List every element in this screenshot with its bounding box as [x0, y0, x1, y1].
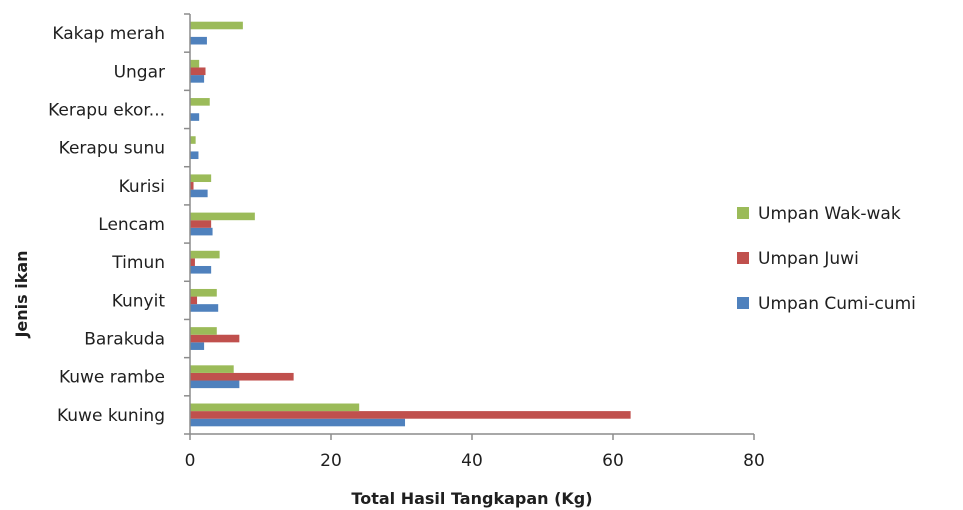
category-label: Lencam	[98, 215, 165, 235]
bar	[190, 327, 217, 335]
category-label: Timun	[111, 253, 165, 273]
bar	[190, 98, 210, 106]
bar	[190, 75, 205, 83]
category-label: Kurisi	[119, 177, 165, 197]
x-axis: 0 20 40 60 80	[185, 433, 765, 471]
category-label: Kunyit	[112, 291, 166, 311]
bar	[190, 174, 212, 183]
legend-swatch	[737, 297, 749, 309]
bar	[190, 334, 240, 343]
x-tick-label: 20	[320, 451, 342, 471]
category-label: Barakuda	[84, 330, 165, 350]
bar	[190, 258, 195, 266]
bar	[190, 113, 200, 121]
bar	[190, 296, 198, 305]
bar	[190, 342, 205, 350]
bar	[190, 411, 631, 419]
bar	[190, 250, 220, 259]
category-label: Kerapu sunu	[59, 139, 165, 159]
bar	[190, 372, 294, 381]
legend-swatch	[737, 252, 749, 264]
x-axis-title: Total Hasil Tangkapan (Kg)	[351, 489, 592, 508]
category-labels: Kuwe kuning Kuwe rambe Barakuda Kunyit Timun…	[48, 24, 165, 426]
bar	[190, 288, 217, 297]
legend-label: Umpan Juwi	[758, 249, 859, 269]
bars-group	[190, 21, 631, 427]
bar	[190, 403, 360, 412]
legend-swatch	[737, 207, 749, 219]
x-tick-label: 60	[602, 451, 624, 471]
bar	[190, 182, 194, 190]
bar	[190, 365, 234, 373]
legend-label: Umpan Cumi-cumi	[758, 294, 916, 314]
category-label: Kuwe rambe	[59, 368, 165, 388]
bar	[190, 67, 206, 76]
bar	[190, 418, 406, 427]
category-label: Kuwe kuning	[57, 406, 165, 426]
bar	[190, 21, 243, 30]
category-label: Kerapu ekor...	[48, 100, 165, 120]
legend-label: Umpan Wak-wak	[758, 204, 901, 224]
bar	[190, 220, 212, 228]
category-label: Ungar	[114, 62, 165, 82]
y-axis-title: Jenis ikan	[12, 250, 31, 338]
bar	[190, 151, 199, 160]
bar	[190, 59, 200, 68]
bar	[190, 380, 240, 389]
legend: Umpan Wak-wak Umpan Juwi Umpan Cumi-cumi	[737, 204, 916, 314]
bar	[190, 36, 207, 45]
bar	[190, 189, 208, 198]
x-tick-label: 40	[461, 451, 483, 471]
y-axis-ticks	[184, 13, 190, 435]
bar	[190, 227, 213, 236]
bar	[190, 212, 255, 221]
bar	[190, 136, 196, 144]
category-label: Kakap merah	[52, 24, 165, 44]
x-tick-label: 80	[743, 451, 765, 471]
x-tick-label: 0	[185, 451, 196, 471]
bar	[190, 265, 212, 274]
bar	[190, 304, 219, 312]
